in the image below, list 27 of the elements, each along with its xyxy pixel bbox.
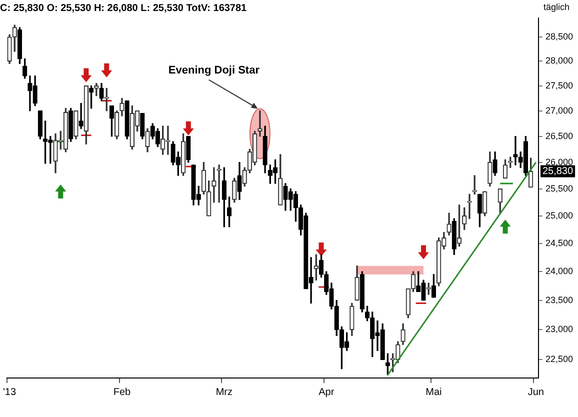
y-tick-label: 25,000 bbox=[545, 210, 574, 220]
y-tick-label: 23,000 bbox=[545, 324, 574, 334]
x-tick-label: '13 bbox=[2, 386, 16, 398]
x-tick-label: Mrz bbox=[216, 386, 232, 398]
x-tick-label: Feb bbox=[113, 386, 132, 398]
y-tick-label: 26,000 bbox=[545, 156, 574, 167]
y-tick-label: 25,500 bbox=[545, 183, 574, 194]
y-tick-label: 26,500 bbox=[545, 130, 574, 141]
y-tick-label: 24,500 bbox=[545, 238, 574, 248]
annotation: 25,830 bbox=[542, 166, 574, 178]
x-tick-label: Jun bbox=[528, 386, 544, 398]
text: täglich bbox=[543, 2, 570, 12]
annotation: Evening Doji Star bbox=[168, 64, 260, 76]
candlestick bbox=[78, 102, 84, 129]
y-tick-label: 27,000 bbox=[545, 105, 574, 116]
y-tick-label: 28,500 bbox=[545, 32, 574, 42]
y-tick-label: 27,500 bbox=[545, 80, 574, 90]
y-tick-label: 23,500 bbox=[545, 294, 574, 305]
x-tick-label: Apr bbox=[318, 386, 335, 398]
candlestick bbox=[258, 110, 262, 137]
x-tick-label: Mai bbox=[426, 386, 442, 398]
candlestick bbox=[513, 136, 518, 166]
chart-title: C: 25,830 O: 25,530 H: 26,080 L: 25,530 TotV: 163781 bbox=[0, 2, 248, 14]
y-tick-label: 28,000 bbox=[545, 56, 574, 66]
y-tick-label: 22,500 bbox=[545, 354, 574, 364]
candlestick bbox=[212, 167, 216, 203]
y-tick-label: 24,000 bbox=[545, 266, 574, 276]
